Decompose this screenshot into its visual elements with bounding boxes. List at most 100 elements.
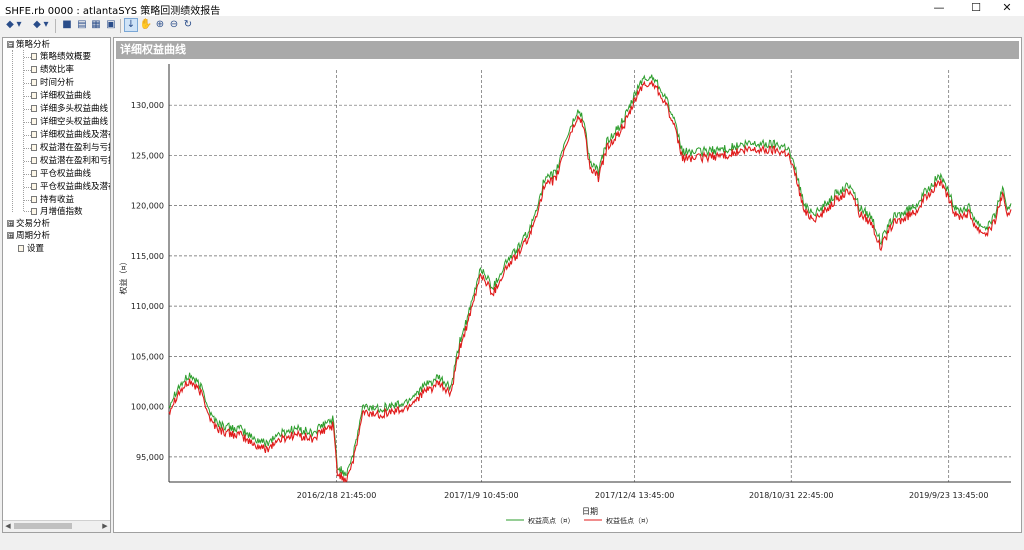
tree-group-label: 策略分析 [16, 40, 51, 50]
y-tick-label: 125,000 [131, 151, 164, 160]
tree-item-label: 持有收益 [40, 195, 75, 205]
document-icon [31, 53, 37, 60]
tree-connector [24, 161, 31, 162]
tree-connector [24, 135, 31, 136]
tree-item-monthly-value-index[interactable]: 月增值指数 [31, 206, 83, 218]
tree-item-label: 详细空头权益曲线 [40, 117, 109, 127]
tree-item-label: 平仓权益曲线及潜在 [40, 182, 111, 192]
tree-connector [24, 70, 31, 71]
tree-connector [24, 187, 31, 188]
document-icon [31, 118, 37, 125]
y-tick-label: 130,000 [131, 101, 164, 110]
tree-item-label: 详细权益曲线及潜在 [40, 130, 111, 140]
tree-item-equity-curve-potential[interactable]: 详细权益曲线及潜在 [31, 129, 111, 141]
x-tick-label: 2019/9/23 13:45:00 [909, 491, 989, 500]
document-icon [31, 208, 37, 215]
tree-item-short-equity-curve[interactable]: 详细空头权益曲线 [31, 116, 108, 128]
y-axis-label: 权益（¤） [118, 257, 128, 294]
export-icon[interactable]: ▤ [77, 19, 87, 30]
tree-item-detailed-equity-curve[interactable]: 详细权益曲线 [31, 90, 91, 102]
tree-group-strategy-analysis[interactable]: ⊟ 策略分析 [7, 39, 50, 51]
tree-item-performance-ratios[interactable]: 绩效比率 [31, 64, 74, 76]
tree-connector [24, 148, 31, 149]
title-bar: SHFE.rb 0000 : atlantaSYS 策略回测绩效报告 — ☐ ✕ [0, 0, 1024, 17]
minimize-button[interactable]: — [933, 1, 945, 14]
tree-item-label: 月增值指数 [40, 207, 83, 217]
tree-group-trade-analysis[interactable]: ⊞ 交易分析 [7, 218, 50, 230]
document-icon [31, 144, 37, 151]
tree-connector [24, 109, 31, 110]
x-tick-label: 2017/12/4 13:45:00 [595, 491, 675, 500]
expand-icon[interactable]: ⊞ [7, 220, 14, 228]
tree-item-time-analysis[interactable]: 时间分析 [31, 77, 74, 89]
scroll-left-icon[interactable]: ◀ [5, 522, 11, 530]
window-title: SHFE.rb 0000 : atlantaSYS 策略回测绩效报告 [5, 6, 221, 17]
legend-label-equity-low: 权益低点（¤） [606, 516, 652, 525]
scroll-right-icon[interactable]: ▶ [102, 522, 108, 530]
zoom-in-icon[interactable]: ⊕ [155, 19, 165, 30]
tree-connector [23, 50, 24, 211]
table-icon[interactable]: ▣ [106, 19, 116, 30]
document-icon [31, 92, 37, 99]
x-tick-label: 2017/1/9 10:45:00 [444, 491, 518, 500]
horizontal-scrollbar[interactable]: ◀ ▶ [3, 520, 110, 532]
tree-item-long-equity-curve[interactable]: 详细多头权益曲线 [31, 103, 108, 115]
equity-chart[interactable]: 95,000 100,000 105,000 110,000 115,000 120,00… [114, 38, 1021, 532]
document-icon [31, 66, 37, 73]
tree-item-performance-summary[interactable]: 策略绩效概要 [31, 51, 91, 63]
scrollbar-thumb[interactable] [14, 523, 72, 529]
document-icon [31, 157, 37, 164]
tree-item-label: 权益潜在盈利与亏损 [40, 143, 111, 153]
tree-item-settings[interactable]: 设置 [18, 243, 44, 255]
print-icon[interactable]: ▦ [91, 19, 101, 30]
tree-item-label: 策略绩效概要 [40, 52, 92, 62]
document-icon [31, 131, 37, 138]
x-axis-label: 日期 [582, 507, 598, 516]
expand-icon[interactable]: ⊞ [7, 232, 14, 240]
back-dropdown-icon[interactable]: ▾ [16, 19, 22, 30]
tree-connector [24, 57, 31, 58]
forward-icon[interactable]: ◆ [33, 19, 41, 30]
y-tick-label: 100,000 [131, 403, 164, 412]
tree-item-closed-equity-potential[interactable]: 平仓权益曲线及潜在 [31, 181, 111, 193]
x-tick-label: 2016/2/18 21:45:00 [297, 491, 377, 500]
pointer-icon[interactable]: ↓ [124, 18, 138, 32]
close-button[interactable]: ✕ [1002, 1, 1012, 14]
zoom-out-icon[interactable]: ⊖ [169, 19, 179, 30]
tree-item-label: 绩效比率 [40, 65, 75, 75]
document-icon [31, 196, 37, 203]
save-icon[interactable]: ■ [62, 19, 72, 30]
tree-item-holding-return[interactable]: 持有收益 [31, 194, 74, 206]
series-line-equity-low [168, 80, 1012, 483]
tree-item-potential-profit-loss-2[interactable]: 权益潜在盈利和亏损 [31, 155, 110, 167]
document-icon [31, 105, 37, 112]
legend-label-equity-high: 权益高点（¤） [528, 516, 574, 525]
y-tick-label: 115,000 [131, 252, 164, 261]
toolbar: ◆ ▾ ◆ ▾ ■ ▤ ▦ ▣ ↓ ✋ ⊕ ⊖ ↻ [0, 16, 1024, 36]
tree-connector [24, 122, 31, 123]
document-icon [31, 183, 37, 190]
x-tick-label: 2018/10/31 22:45:00 [749, 491, 834, 500]
tree-item-closed-equity-curve[interactable]: 平仓权益曲线 [31, 168, 91, 180]
back-icon[interactable]: ◆ [6, 19, 14, 30]
reset-icon[interactable]: ↻ [183, 19, 193, 30]
collapse-icon[interactable]: ⊟ [7, 41, 14, 49]
tree-item-label: 平仓权益曲线 [40, 169, 92, 179]
maximize-button[interactable]: ☐ [971, 1, 981, 14]
y-tick-label: 105,000 [131, 352, 164, 361]
chart-header: 详细权益曲线 [116, 41, 1019, 59]
tree-item-potential-profit-loss-1[interactable]: 权益潜在盈利与亏损 [31, 142, 111, 154]
series-line-equity-high [168, 74, 1012, 477]
toolbar-separator [120, 19, 121, 33]
tree-group-period-analysis[interactable]: ⊞ 周期分析 [7, 230, 50, 242]
tree-item-label: 详细权益曲线 [40, 91, 92, 101]
forward-dropdown-icon[interactable]: ▾ [43, 19, 49, 30]
document-icon [31, 170, 37, 177]
tree-item-label: 详细多头权益曲线 [40, 104, 109, 114]
pan-hand-icon[interactable]: ✋ [139, 19, 153, 30]
tree-connector [24, 174, 31, 175]
tree-item-label: 时间分析 [40, 78, 75, 88]
tree-connector [24, 211, 31, 212]
tree-connector [24, 96, 31, 97]
document-icon [31, 79, 37, 86]
